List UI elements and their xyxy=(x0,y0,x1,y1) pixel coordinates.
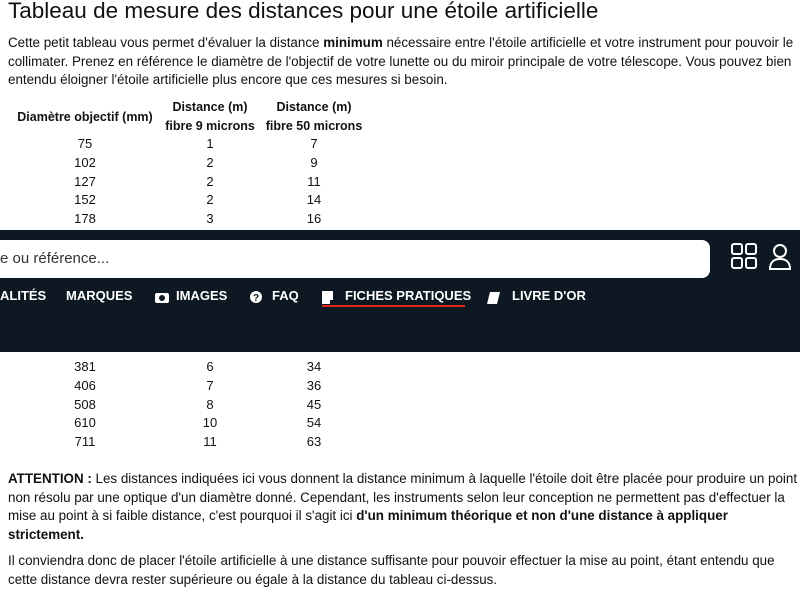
column-header: Diamètre objectif (mm) xyxy=(17,110,153,124)
svg-text:?: ? xyxy=(253,293,259,304)
nav-link[interactable]: MARQUES xyxy=(66,288,133,303)
table-cell: 16 xyxy=(306,211,322,227)
text-run: ATTENTION : xyxy=(8,471,92,486)
table-cell: 7 xyxy=(310,136,318,151)
text-run: Les distances indiquées ici vous donnent… xyxy=(8,471,798,523)
table-cell: 45 xyxy=(306,396,322,412)
page-title: Tableau de mesure des distances pour une… xyxy=(8,0,599,23)
table-cell: 610 xyxy=(74,415,96,431)
nav-icons: ? xyxy=(155,291,500,307)
text-run: minimum xyxy=(323,35,383,50)
table-cell: 34 xyxy=(306,359,322,374)
table-cell: 75 xyxy=(77,136,93,151)
table-cell: 1 xyxy=(206,136,214,151)
text-run: Il conviendra donc de placer l'étoile ar… xyxy=(8,553,775,587)
search-box[interactable]: e ou référence... xyxy=(0,240,710,278)
warning: ATTENTION : Les distances indiquées ici … xyxy=(8,470,798,544)
nav-link[interactable]: IMAGES xyxy=(176,288,228,303)
table-cell: 152 xyxy=(74,192,96,208)
text-run: nécessaire entre l'étoile artificielle e… xyxy=(8,35,794,87)
column-header: fibre 50 microns xyxy=(265,119,363,133)
conclusion: Il conviendra donc de placer l'étoile ar… xyxy=(8,552,798,589)
table-cell: 508 xyxy=(74,396,96,412)
table-cell: 406 xyxy=(74,377,96,393)
table-cell: 54 xyxy=(306,415,322,431)
table-cell: 9 xyxy=(310,154,318,170)
table-cell: 63 xyxy=(306,434,322,450)
column-header: Distance (m) xyxy=(276,100,352,114)
table-cell: 6 xyxy=(206,359,214,374)
table-cell: 3 xyxy=(206,211,214,227)
table-cell: 381 xyxy=(74,359,96,374)
table-cell: 2 xyxy=(206,192,214,208)
table-cell: 36 xyxy=(306,377,322,393)
table-cell: 2 xyxy=(206,173,214,189)
column-header: fibre 9 microns xyxy=(165,119,255,133)
nav-link[interactable]: LIVRE D'OR xyxy=(512,288,586,303)
table-cell: 14 xyxy=(306,192,322,208)
table-cell: 11 xyxy=(307,173,321,189)
table-cell: 127 xyxy=(74,173,96,189)
intro: Cette petit tableau vous permet d'évalue… xyxy=(8,34,798,90)
table-cell: 10 xyxy=(202,415,218,431)
nav-link[interactable]: FICHES PRATIQUES xyxy=(345,288,472,303)
text-run: Cette petit tableau vous permet d'évalue… xyxy=(8,35,324,50)
search-placeholder: e ou référence... xyxy=(0,250,110,267)
nav-link[interactable]: FAQ xyxy=(272,288,299,303)
table-cell: 102 xyxy=(74,154,96,170)
table-cell: 7 xyxy=(206,377,214,393)
table-cell: 711 xyxy=(74,434,96,450)
table-cell: 2 xyxy=(206,154,214,170)
table-cell: 11 xyxy=(203,434,217,450)
text-run: d'un minimum théorique et non d'une dist… xyxy=(8,508,728,542)
table-cell: 8 xyxy=(206,396,214,412)
table-cell: 178 xyxy=(74,211,96,227)
header-icons xyxy=(731,243,792,270)
nav-link[interactable]: ALITÉS xyxy=(0,288,47,303)
column-header: Distance (m) xyxy=(172,100,248,114)
